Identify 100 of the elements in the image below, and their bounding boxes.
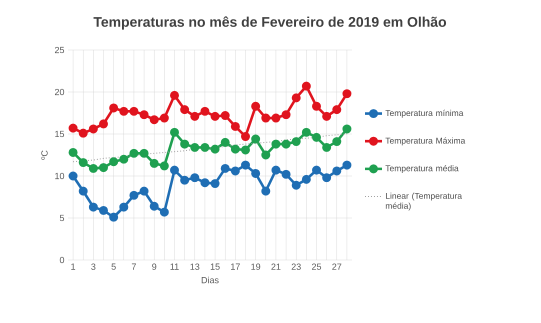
point: [200, 142, 210, 152]
x-tick-label: 21: [271, 264, 280, 270]
point: [322, 142, 332, 152]
point: [271, 166, 280, 175]
x-tick-label: 23: [292, 264, 301, 270]
point: [140, 148, 149, 158]
point: [292, 137, 301, 146]
point: [322, 112, 332, 121]
x-tick-label: 3: [91, 264, 96, 270]
point: [160, 161, 169, 170]
point: [251, 169, 260, 178]
x-tick-label: 17: [231, 264, 240, 270]
point: [230, 166, 240, 176]
point: [342, 89, 352, 98]
y-tick-label: 15: [55, 130, 64, 138]
point: [220, 164, 230, 173]
x-tick-label: 11: [170, 264, 179, 270]
x-tick-label: 9: [152, 264, 156, 270]
point: [312, 166, 321, 175]
point: [220, 138, 230, 147]
point: [210, 179, 220, 188]
point: [200, 178, 210, 188]
point: [312, 102, 321, 111]
point: [342, 160, 352, 170]
point: [282, 170, 291, 179]
point: [119, 154, 128, 164]
point: [342, 124, 352, 134]
point: [150, 115, 159, 124]
point: [322, 173, 332, 182]
y-tick-label: 20: [54, 88, 64, 96]
point: [150, 202, 159, 211]
point: [261, 114, 270, 123]
y-axis-title: ºC: [41, 150, 48, 160]
x-tick-label: 25: [312, 264, 322, 270]
point: [78, 186, 88, 196]
chart-title: Temperaturas no mês de Fevereiro de 2019 em Olhão: [94, 16, 446, 30]
point: [88, 202, 98, 212]
point: [109, 103, 118, 112]
point: [99, 119, 108, 128]
point: [68, 124, 78, 133]
point: [78, 158, 88, 168]
legend-label: Temperatura média: [385, 165, 459, 173]
point: [160, 208, 169, 217]
y-tick-label: 25: [54, 46, 64, 54]
point: [292, 93, 301, 102]
x-tick-label: 7: [132, 264, 136, 270]
point: [220, 111, 230, 120]
point: [302, 128, 311, 137]
point: [99, 163, 108, 172]
point: [88, 124, 98, 134]
legend-label: Temperatura mínima: [385, 110, 464, 118]
point: [271, 140, 280, 149]
point: [251, 102, 260, 111]
point: [241, 132, 250, 141]
point: [170, 90, 179, 100]
legend-label: Linear (Temperatura média): [386, 192, 462, 211]
point: [160, 114, 169, 123]
point: [190, 142, 200, 152]
point: [140, 110, 149, 120]
point: [241, 160, 250, 170]
x-tick-label: 5: [112, 264, 116, 270]
legend-label: Temperatura Máxima: [385, 137, 466, 146]
point: [200, 106, 210, 116]
point: [129, 190, 138, 200]
point: [282, 110, 291, 120]
point: [332, 105, 342, 114]
point: [170, 166, 179, 175]
point: [332, 166, 342, 176]
point: [129, 148, 138, 158]
point: [190, 173, 200, 182]
point: [210, 112, 220, 121]
point: [170, 128, 179, 137]
point: [109, 212, 118, 222]
point: [119, 106, 128, 116]
x-tick-label: 15: [210, 264, 220, 270]
point: [129, 106, 138, 116]
x-tick-label: 19: [251, 264, 260, 270]
point: [312, 132, 321, 142]
point: [230, 144, 240, 154]
point: [210, 144, 220, 154]
point: [109, 157, 118, 166]
point: [140, 186, 149, 196]
x-tick-label: 13: [190, 264, 200, 270]
point: [180, 140, 190, 149]
point: [99, 206, 108, 215]
point: [261, 150, 270, 160]
x-tick-label: 27: [332, 264, 342, 270]
point: [332, 137, 342, 146]
point: [302, 82, 311, 91]
point: [190, 112, 200, 121]
y-tick-label: 5: [60, 214, 64, 222]
point: [68, 148, 78, 157]
point: [271, 114, 280, 123]
y-tick-label: 0: [60, 256, 64, 264]
point: [261, 186, 270, 196]
point: [180, 105, 190, 114]
point: [150, 158, 159, 168]
point: [302, 174, 311, 184]
x-axis-title: Dias: [202, 276, 219, 284]
point: [119, 202, 128, 212]
